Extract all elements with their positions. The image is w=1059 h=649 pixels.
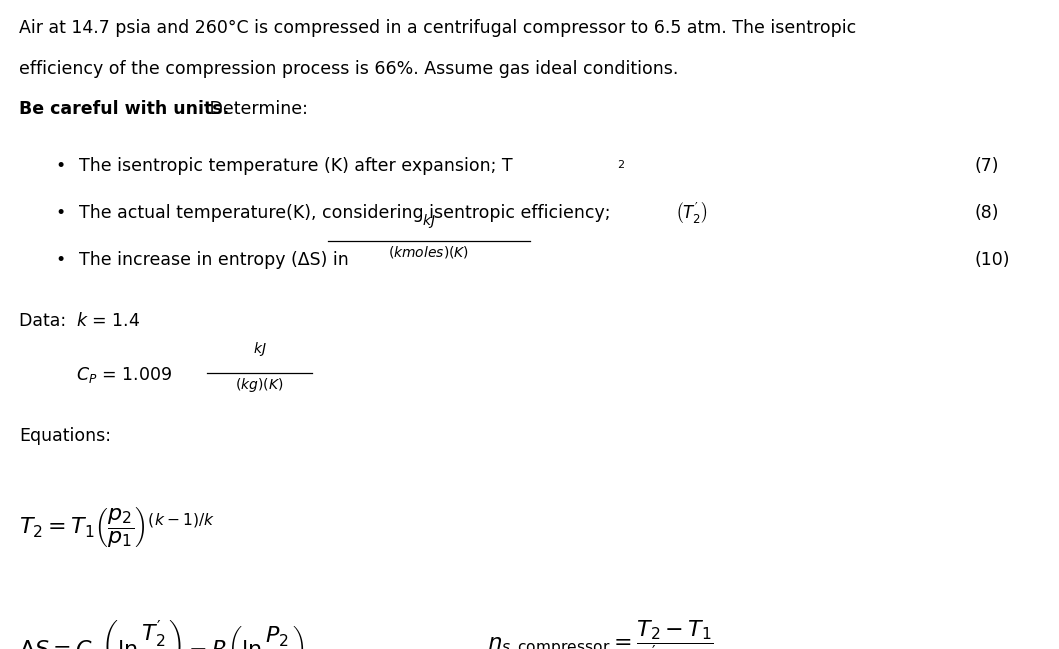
Text: Equations:: Equations: (19, 427, 111, 445)
Text: $k$ = 1.4: $k$ = 1.4 (76, 312, 141, 330)
Text: $(kg)(K)$: $(kg)(K)$ (235, 376, 284, 394)
Text: $kJ$: $kJ$ (423, 212, 435, 230)
Text: •: • (55, 204, 66, 222)
Text: Be careful with units.: Be careful with units. (19, 100, 229, 118)
Text: The increase in entropy (ΔS) in: The increase in entropy (ΔS) in (79, 251, 349, 269)
Text: The isentropic temperature (K) after expansion; T: The isentropic temperature (K) after exp… (79, 157, 513, 175)
Text: •: • (55, 157, 66, 175)
Text: The actual temperature(K), considering isentropic efficiency;: The actual temperature(K), considering i… (79, 204, 611, 222)
Text: (7): (7) (974, 157, 999, 175)
Text: $\left(T_2'\right)$: $\left(T_2'\right)$ (675, 201, 707, 226)
Text: $C_P$ = 1.009: $C_P$ = 1.009 (76, 365, 173, 386)
Text: $(kmoles)(K)$: $(kmoles)(K)$ (389, 244, 469, 260)
Text: $_2$: $_2$ (617, 156, 626, 171)
Text: Air at 14.7 psia and 260°C is compressed in a centrifugal compressor to 6.5 atm.: Air at 14.7 psia and 260°C is compressed… (19, 19, 857, 38)
Text: Data:: Data: (19, 312, 83, 330)
Text: (8): (8) (974, 204, 999, 222)
Text: (10): (10) (974, 251, 1010, 269)
Text: $\Delta S = C_p \left(\ln\dfrac{T_2'}{T_1}\right) - R\left(\ln\dfrac{P_2}{P_1}\r: $\Delta S = C_p \left(\ln\dfrac{T_2'}{T_… (19, 618, 304, 649)
Text: efficiency of the compression process is 66%. Assume gas ideal conditions.: efficiency of the compression process is… (19, 60, 679, 78)
Text: $kJ$: $kJ$ (253, 339, 266, 358)
Text: $T_2 = T_1 \left(\dfrac{p_2}{p_1}\right)^{(k-1)/k}$: $T_2 = T_1 \left(\dfrac{p_2}{p_1}\right)… (19, 505, 215, 549)
Text: Determine:: Determine: (204, 100, 308, 118)
Text: $\eta_{s,\mathrm{compressor}} = \dfrac{T_2 - T_1}{T_2' - T_1}$: $\eta_{s,\mathrm{compressor}} = \dfrac{T… (487, 618, 714, 649)
Text: •: • (55, 251, 66, 269)
